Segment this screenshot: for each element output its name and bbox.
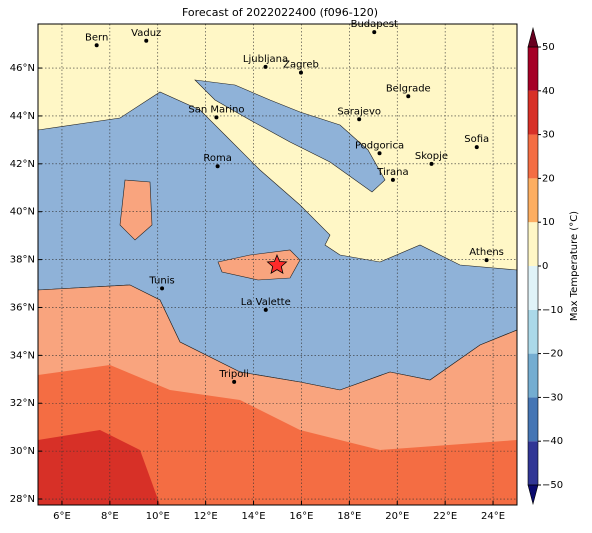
city-label: La Valette [241, 297, 291, 308]
city-dot [215, 164, 220, 169]
x-tick-label: 12°E [194, 511, 218, 522]
city-dot [214, 115, 219, 120]
colorbar-tick-label: 20 [542, 173, 555, 184]
colorbar-bin [528, 353, 538, 398]
colorbar-under [527, 484, 539, 506]
x-tick-label: 24°E [481, 511, 505, 522]
city-dot [390, 177, 395, 182]
x-tick-label: 18°E [337, 511, 361, 522]
x-tick-label: 16°E [289, 511, 313, 522]
city-dot [298, 70, 303, 75]
colorbar-bin [528, 397, 538, 442]
colorbar-tick-label: 40 [542, 86, 555, 97]
x-tick-label: 10°E [146, 511, 170, 522]
colorbar-over [527, 26, 539, 48]
city-dot [144, 38, 149, 43]
x-tick-label: 20°E [385, 511, 409, 522]
city-dot [372, 30, 377, 35]
city-label: Tirana [376, 167, 408, 178]
y-tick-label: 30°N [10, 446, 35, 457]
city-dot [377, 151, 382, 156]
city-label: Ljubljana [243, 54, 288, 65]
colorbar-tick-label: 50 [542, 42, 555, 53]
colorbar-tick-label: −30 [542, 392, 563, 403]
city-label: San Marino [188, 104, 244, 115]
x-tick-label: 14°E [242, 511, 266, 522]
city-dot [160, 286, 165, 291]
y-tick-label: 38°N [10, 255, 35, 266]
city-label: Podgorica [355, 140, 404, 151]
city-label: Bern [85, 32, 108, 43]
city-label: Belgrade [386, 83, 431, 94]
colorbar-bin [528, 47, 538, 91]
x-tick-label: 8°E [101, 511, 119, 522]
city-dot [232, 379, 237, 384]
colorbar-tick-label: 10 [542, 217, 555, 228]
colorbar-bin [528, 222, 538, 266]
y-tick-label: 34°N [10, 350, 35, 361]
city-label: Budapest [351, 19, 398, 30]
city-dot [406, 94, 411, 99]
sicily [217, 249, 301, 281]
colorbar-bin [528, 90, 538, 135]
colorbar-tick-label: 30 [542, 130, 555, 141]
y-tick-label: 32°N [10, 398, 35, 409]
x-tick-label: 6°E [53, 511, 71, 522]
y-tick-label: 42°N [10, 159, 35, 170]
city-label: Roma [203, 153, 232, 164]
city-dot [484, 258, 489, 263]
city-dot [263, 64, 268, 69]
hot-band [38, 430, 160, 505]
city-dot [94, 43, 99, 48]
city-label: Vaduz [131, 28, 161, 39]
x-tick-label: 22°E [433, 511, 457, 522]
y-tick-label: 36°N [10, 302, 35, 313]
colorbar-tick-label: −50 [542, 480, 563, 491]
city-label: Tunis [148, 275, 174, 286]
grid: 6°E 8°E 10°E 12°E 14°E 16°E 18°E 20°E 22°E 24°E 28… [10, 24, 517, 522]
y-tick-label: 28°N [10, 494, 35, 505]
y-tick-label: 46°N [10, 63, 35, 74]
y-tick-label: 40°N [10, 207, 35, 218]
title: Forecast of 2022022400 (f096-120) [182, 6, 378, 19]
colorbar-bin [528, 441, 538, 485]
city-label: Tripoli [218, 369, 249, 380]
city-label: Zagreb [283, 60, 319, 71]
city-dot [474, 145, 479, 150]
city-dot [357, 117, 362, 122]
colorbar-bin [528, 266, 538, 310]
adriatic [194, 79, 386, 193]
colorbar-bin [528, 178, 538, 223]
colorbar-label: Max Temperature (°C) [569, 211, 580, 321]
colorbar-bin [528, 309, 538, 354]
colorbar-bin [528, 134, 538, 179]
city-dot [263, 307, 268, 312]
colorbar-tick-label: −10 [542, 305, 563, 316]
colorbar-tick-label: −20 [542, 349, 563, 360]
colorbar-tick-label: 0 [542, 261, 548, 272]
colorbar-tick-label: −40 [542, 436, 563, 447]
city-label: Sofia [464, 134, 489, 145]
y-tick-label: 44°N [10, 111, 35, 122]
sardinia [119, 179, 153, 241]
colorbar: −50 −40 −30 −20 −10 0 10 20 30 40 50 [527, 26, 563, 506]
city-label: Skopje [415, 151, 448, 162]
city-dot [429, 161, 434, 166]
city-label: Athens [469, 247, 504, 258]
city-label: Sarajevo [337, 106, 381, 117]
star-marker [266, 254, 288, 275]
map-frame [37, 23, 518, 506]
